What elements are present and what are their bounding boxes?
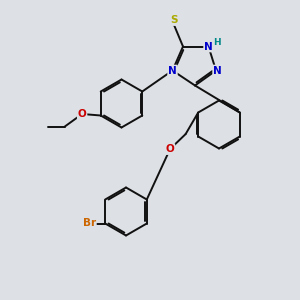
Text: N: N	[204, 41, 213, 52]
Text: Br: Br	[83, 218, 96, 229]
Text: N: N	[213, 65, 222, 76]
Text: O: O	[78, 109, 86, 119]
Text: N: N	[168, 65, 177, 76]
Text: O: O	[166, 144, 174, 154]
Text: H: H	[213, 38, 221, 47]
Text: S: S	[170, 15, 178, 25]
